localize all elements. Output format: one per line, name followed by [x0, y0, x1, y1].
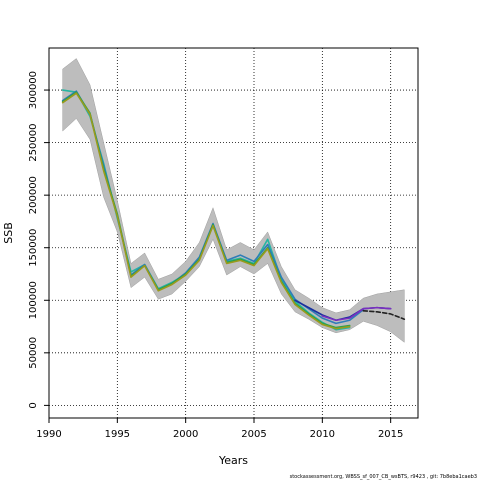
- x-tick-label: 2010: [310, 429, 335, 440]
- x-tick-label: 2015: [378, 429, 403, 440]
- x-tick-label: 2000: [173, 429, 198, 440]
- series-line-7: [362, 309, 406, 320]
- x-axis-title: Years: [218, 454, 248, 467]
- y-tick-label: 150000: [28, 229, 39, 267]
- y-tick-label: 50000: [28, 337, 39, 369]
- series-line-4: [321, 306, 392, 322]
- y-axis-title: SSB: [2, 222, 15, 244]
- footer-credit: stockassessment.org, WBSS_sf_007_CB_wsBT…: [290, 474, 477, 480]
- axes: 1990 1995 2000 2005 2010 2015 0 50000 100000 1500…: [28, 71, 403, 440]
- plot-frame: [48, 47, 419, 419]
- y-tick-label: 200000: [28, 176, 39, 214]
- y-tick-label: 100000: [28, 281, 39, 319]
- x-tick-label: 1990: [36, 429, 61, 440]
- x-tick-label: 1995: [105, 429, 130, 440]
- series-layer: [61, 89, 406, 331]
- series-line-6: [61, 92, 351, 330]
- y-tick-label: 0: [28, 402, 39, 408]
- y-tick-label: 250000: [28, 124, 39, 162]
- x-tick-label: 2005: [241, 429, 266, 440]
- y-tick-label: 300000: [28, 71, 39, 109]
